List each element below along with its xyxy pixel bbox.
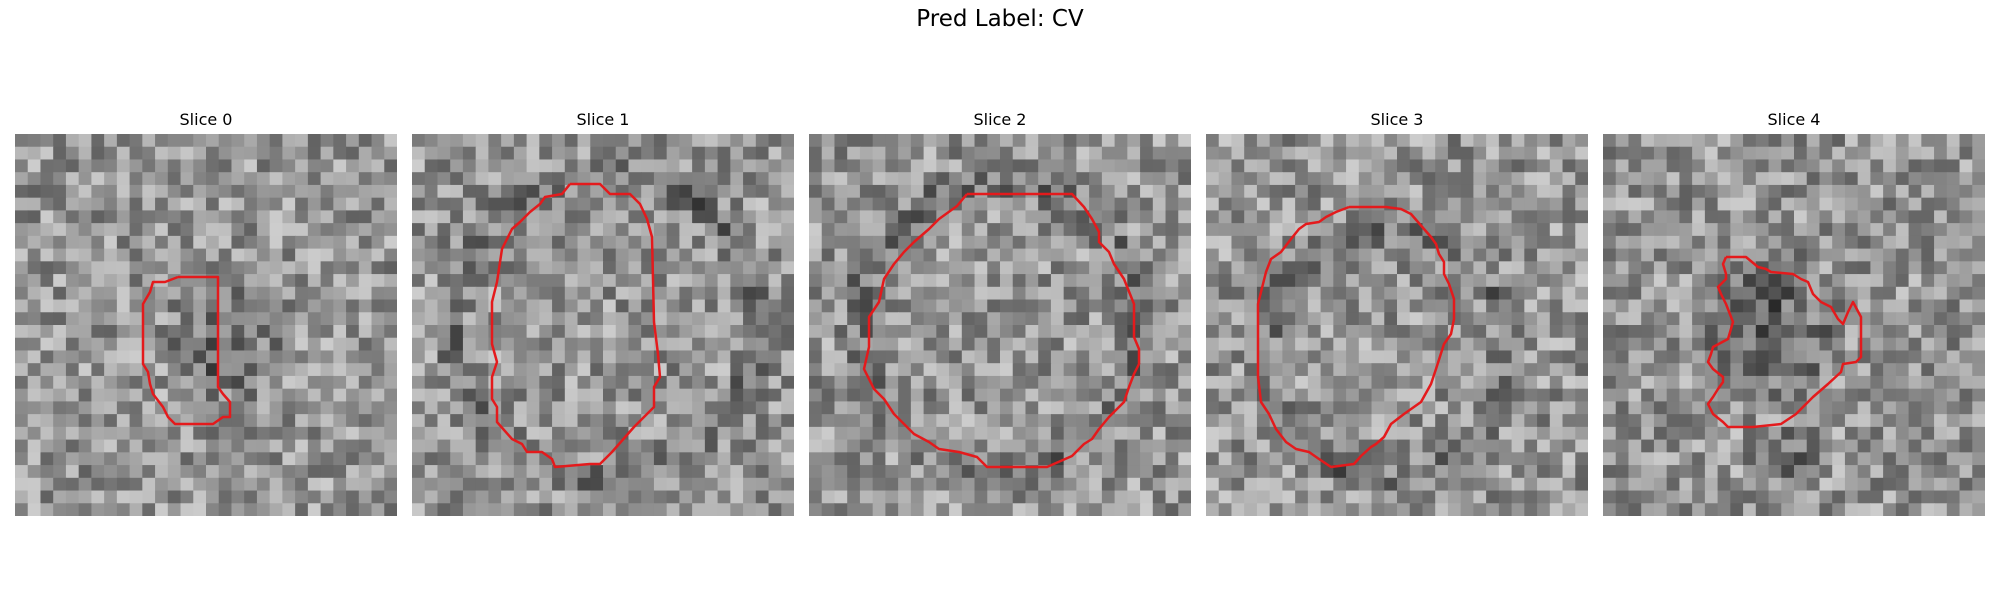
panel-title-slice-2: Slice 2 [809, 110, 1191, 129]
panel-title-slice-0: Slice 0 [15, 110, 397, 129]
panel-title-slice-3: Slice 3 [1206, 110, 1588, 129]
slice-1-image [412, 134, 794, 516]
image-panel-slice-0 [15, 134, 397, 516]
slice-0-image [15, 134, 397, 516]
slice-3-image [1206, 134, 1588, 516]
image-panel-slice-2 [809, 134, 1191, 516]
image-panel-slice-4 [1603, 134, 1985, 516]
image-panel-slice-1 [412, 134, 794, 516]
figure-title: Pred Label: CV [0, 6, 2000, 32]
panel-title-slice-4: Slice 4 [1603, 110, 1985, 129]
image-panel-slice-3 [1206, 134, 1588, 516]
slice-2-image [809, 134, 1191, 516]
panel-title-slice-1: Slice 1 [412, 110, 794, 129]
slice-4-image [1603, 134, 1985, 516]
